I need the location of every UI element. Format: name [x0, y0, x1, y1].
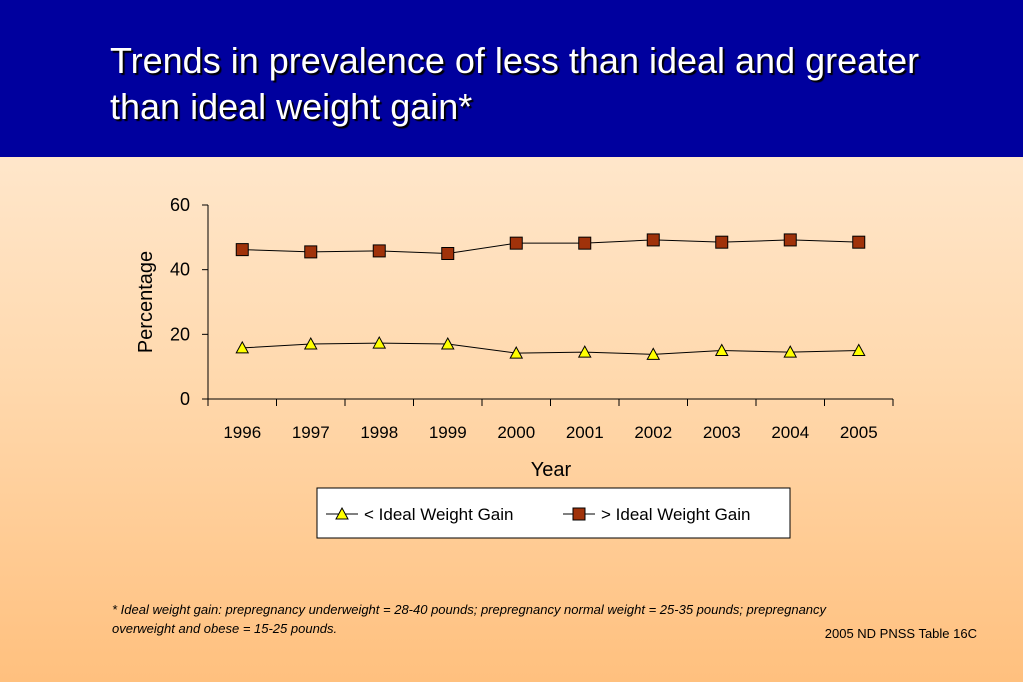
data-point-series-2	[852, 235, 866, 249]
data-point-series-2	[783, 233, 797, 247]
data-point-series-1	[851, 343, 866, 356]
legend-marker-1	[335, 506, 349, 520]
footnote: * Ideal weight gain: prepregnancy underw…	[112, 602, 827, 636]
x-tick-label: 2000	[497, 423, 535, 442]
source-note: 2005 ND PNSS Table 16C	[824, 626, 977, 641]
title-bar: Trends in prevalence of less than ideal …	[0, 0, 1023, 157]
x-tick-label: 1998	[360, 423, 398, 442]
data-point-series-2	[304, 245, 318, 259]
data-point-series-1	[577, 345, 592, 358]
legend-label-2: > Ideal Weight Gain	[601, 505, 750, 524]
y-tick-label: 0	[180, 389, 190, 409]
series-line-1	[242, 342, 859, 355]
data-point-series-2	[646, 233, 660, 247]
data-point-series-2	[578, 236, 592, 250]
data-point-series-1	[303, 336, 318, 350]
data-point-series-1	[646, 347, 661, 360]
data-point-series-1	[509, 346, 524, 359]
series-line-2	[242, 239, 859, 255]
legend-label-1: < Ideal Weight Gain	[364, 505, 513, 524]
data-point-series-1	[783, 345, 798, 358]
y-tick-label: 60	[170, 195, 190, 215]
x-axis-label: Year	[531, 459, 572, 481]
x-tick-label: 1997	[292, 423, 330, 442]
x-tick-label: 2002	[634, 423, 672, 442]
data-point-series-2	[441, 247, 455, 260]
x-tick-label: 2005	[840, 423, 878, 442]
slide-title: Trends in prevalence of less than ideal …	[110, 40, 920, 127]
legend-box	[316, 487, 791, 539]
data-point-series-2	[509, 236, 523, 250]
y-axis-label: Percentage	[135, 251, 157, 353]
data-point-series-2	[235, 243, 249, 257]
data-point-series-1	[235, 340, 250, 354]
y-tick-label: 40	[170, 260, 190, 280]
y-tick-label: 20	[170, 324, 190, 344]
data-point-series-1	[440, 336, 455, 350]
data-point-series-2	[715, 235, 729, 249]
x-tick-label: 1996	[223, 423, 261, 442]
x-tick-label: 2004	[771, 423, 809, 442]
data-point-series-1	[714, 343, 729, 356]
legend-marker-2	[572, 507, 586, 521]
x-tick-label: 2001	[566, 423, 604, 442]
x-tick-label: 2003	[703, 423, 741, 442]
data-point-series-1	[372, 336, 387, 349]
x-tick-label: 1999	[429, 423, 467, 442]
data-point-series-2	[372, 244, 386, 258]
